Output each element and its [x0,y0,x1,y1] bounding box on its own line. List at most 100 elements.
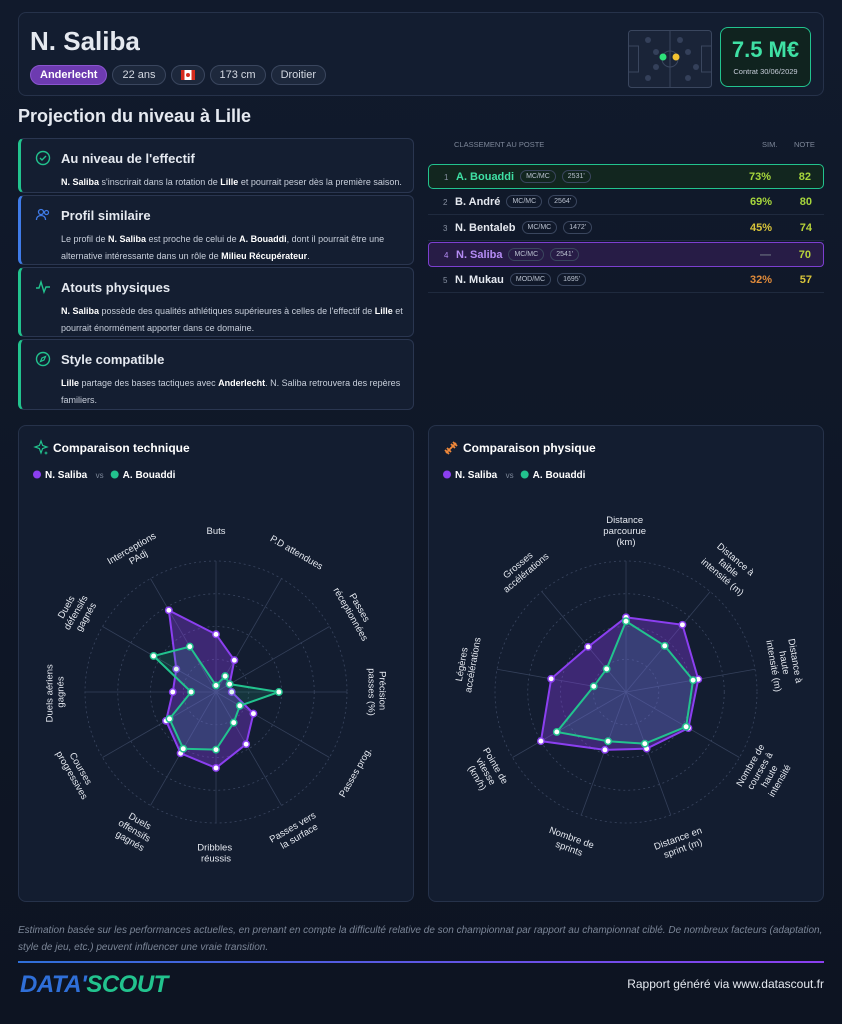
ranking-row: 3 N. Bentaleb MC/MC 1472' 45% 74 [428,216,824,241]
flag [180,70,195,80]
radar-point [165,714,174,723]
text: partage des bases tactiques avec [79,378,219,388]
axis-label: P.D attendues [268,533,325,572]
player: A. Bouaddi [456,171,515,183]
similarity: 69% [749,196,772,208]
player: N. Mukau [455,274,504,286]
legend-label: A. Bouaddi [533,470,586,481]
spoke [625,691,672,816]
disclaimer: Estimation basée sur les performances ac… [18,925,823,953]
card-title: Atouts physiques [61,280,171,295]
text-bold: N. Saliba [108,234,147,244]
text: s'inscrirait dans la rotation de [99,177,221,187]
radar-chart: Comparaison physique N. Saliba vs A. Bouadd… [443,441,805,863]
text-bold: N. Saliba [61,177,100,187]
report-link: Rapport généré via www.datascout.fr [627,977,824,991]
market-value: 7.5 M€ [731,37,800,62]
radar-point [552,728,561,736]
spoke [625,591,711,693]
radar-point [229,718,238,727]
grid-ring [494,560,758,824]
card-icon [35,150,51,166]
text: . [307,251,310,261]
text: . N. Saliba retrouvera des repères famil… [61,378,401,405]
radar-point [640,739,649,748]
note: 70 [798,249,811,261]
axis-label: Duels aériens gagnés [45,662,67,723]
logo-part: DATA' [20,971,87,998]
text: , dont il pourrait être une alternative … [61,234,385,261]
value-box: 7.5 M€ Contrat 30/06/2029 [720,27,811,87]
chart-icon [33,439,49,455]
insight-card: Style compatible Lille partage des bases … [18,339,414,410]
minutes: 2564' [548,195,578,208]
card-text: Lille partage des bases tactiques avec A… [61,375,403,409]
radar-point [235,701,244,710]
card-icon [35,208,50,221]
insight-card: Profil similaire Le profil de N. Saliba e… [18,195,414,265]
ranking-title: CLASSEMENT AU POSTE [454,140,545,149]
section-title: Projection du niveau à Lille [18,106,252,126]
spoke [102,691,217,758]
text-bold: Lille [220,177,239,187]
minutes: 1472' [563,221,593,234]
tag: Anderlecht [30,65,108,85]
axis-label: Distance parcourue (km) [603,515,648,548]
radar-point [536,737,545,746]
spoke [496,668,627,693]
text-bold: Milieu Récupérateur [221,251,308,261]
similarity: 45% [749,222,772,234]
axis-label: Passes vers la surface [268,809,326,855]
legend-label: N. Saliba [455,470,498,481]
radar-point [212,764,220,772]
radar-point [600,745,609,754]
radar-point [584,642,593,651]
axis-label: Distance en sprint (m) [653,824,710,863]
chart-icon [444,441,458,455]
radar-point [212,745,220,754]
minutes: 1695' [557,273,586,286]
chart-title: Comparaison physique [463,441,596,455]
axis-label: Pointe de vitesse (km/h) [461,746,511,800]
rank: 1 [444,173,449,182]
card-title: Au niveau de l'effectif [61,151,195,166]
logo: DATA'SCOUT [20,971,168,999]
axis-label: Grosses accélérations [494,542,551,595]
axis-label: Passes réceptionnées [331,580,380,643]
text-bold: A. Bouaddi [239,234,287,244]
grid-ring [527,593,725,791]
radar-point [179,744,188,753]
radar-point [164,606,173,615]
minutes: 2531' [561,170,591,183]
spoke [512,691,627,758]
radar-panel: Comparaison physique N. Saliba vs A. Bouadd… [428,425,824,902]
card-title: Profil similaire [61,208,151,223]
spoke [102,626,217,693]
axis-label: Nombre de sprints [544,825,598,863]
text: et pourrait énormément apporter dans ce … [61,306,403,333]
spoke [215,691,330,758]
tag: Droitier [270,65,327,85]
radar-area [554,619,695,745]
radar-point [221,672,230,681]
radar-panel: Comparaison technique N. Saliba vs A. Bouad… [18,425,414,902]
player-name: N. Saliba [30,26,140,56]
text: Le profil de [61,234,109,244]
text: et pourrait peser dès la première saison… [238,177,402,187]
ranking-row: 4 N. Saliba MC/MC 2541' — 70 [428,242,824,267]
note: 74 [799,222,812,234]
similarity: — [760,249,771,261]
axis-label: Légères accélérations [452,634,483,693]
radar-point [149,652,158,660]
rank: 4 [444,251,449,260]
axis-label: Distance à haute intensité (m) [763,636,805,693]
divider [18,961,824,963]
radar-point [602,664,611,673]
spoke [215,626,330,693]
radar-point [604,737,613,746]
note: 57 [799,274,812,286]
radar-point [212,630,220,639]
player-tags: Anderlecht 22 ans 173 cm Droitier [30,65,327,85]
text-bold: Lille [61,378,80,388]
position: MOD/MC [509,273,552,286]
